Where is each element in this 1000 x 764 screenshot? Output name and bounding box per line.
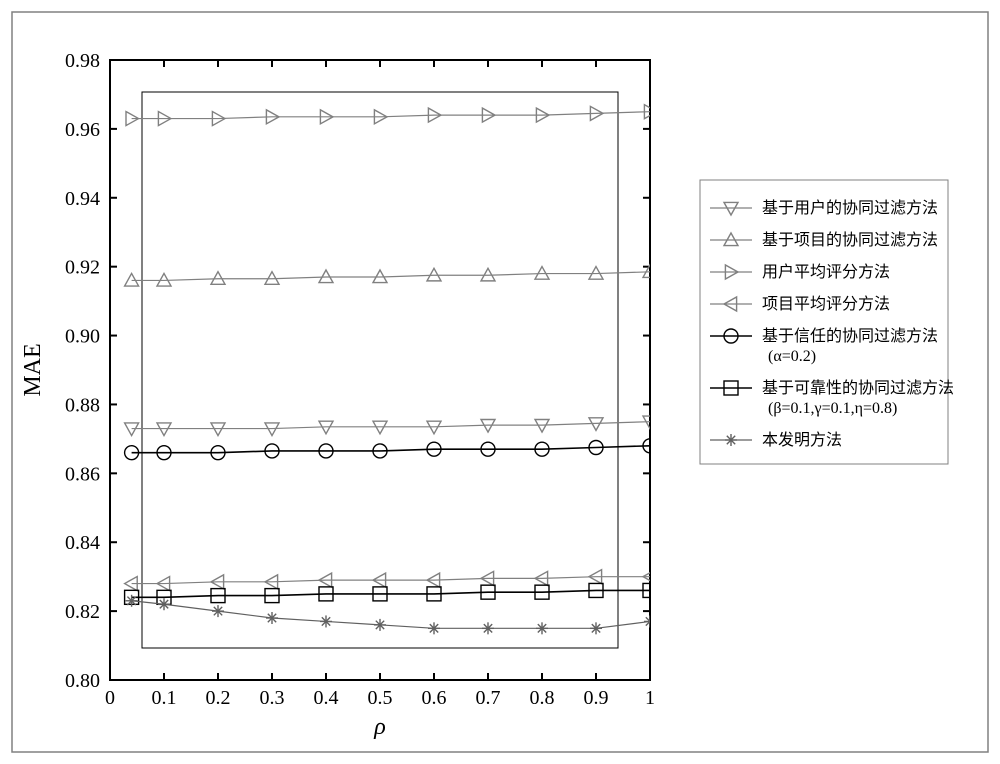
x-tick-label: 0.9 [584,687,609,709]
y-axis-label: MAE [20,343,46,396]
legend-sublabel: (β=0.1,γ=0.1,η=0.8) [768,400,897,417]
y-tick-label: 0.80 [65,670,100,692]
legend-label: 本发明方法 [762,431,842,449]
y-tick-label: 0.98 [65,50,100,72]
x-tick-label: 0.8 [530,687,555,709]
y-tick-label: 0.86 [65,463,100,485]
y-tick-label: 0.88 [65,394,100,416]
legend-label: 基于信任的协同过滤方法 [762,327,938,345]
legend-entry-item-avg: 项目平均评分方法 [710,295,890,313]
y-tick-label: 0.96 [65,119,100,141]
x-tick-label: 0.1 [152,687,177,709]
y-tick-label: 0.94 [65,188,100,210]
legend-label: 用户平均评分方法 [762,263,890,281]
x-tick-label: 0.2 [206,687,231,709]
x-tick-label: 0.6 [422,687,447,709]
x-tick-label: 0.3 [260,687,285,709]
legend-sublabel: (α=0.2) [768,348,816,365]
x-tick-label: 0 [105,687,115,709]
x-tick-label: 0.4 [314,687,339,709]
legend-label: 基于项目的协同过滤方法 [762,231,938,249]
y-tick-label: 0.84 [65,532,100,554]
legend: 基于用户的协同过滤方法基于项目的协同过滤方法用户平均评分方法项目平均评分方法基于… [700,180,954,464]
x-tick-label: 0.7 [476,687,501,709]
legend-label: 基于可靠性的协同过滤方法 [762,379,954,397]
y-tick-label: 0.90 [65,326,100,348]
x-tick-label: 0.5 [368,687,393,709]
legend-label: 基于用户的协同过滤方法 [762,199,938,217]
x-axis-label: ρ [373,714,386,740]
y-tick-label: 0.82 [65,601,100,623]
legend-label: 项目平均评分方法 [762,295,890,313]
y-tick-label: 0.92 [65,257,100,279]
x-tick-label: 1 [645,687,655,709]
mae-vs-rho-chart: 0 0.1 0.2 0.3 0.4 0.5 0.6 0.7 0.8 0.9 1 0.80 0.82 0.8… [0,0,1000,764]
